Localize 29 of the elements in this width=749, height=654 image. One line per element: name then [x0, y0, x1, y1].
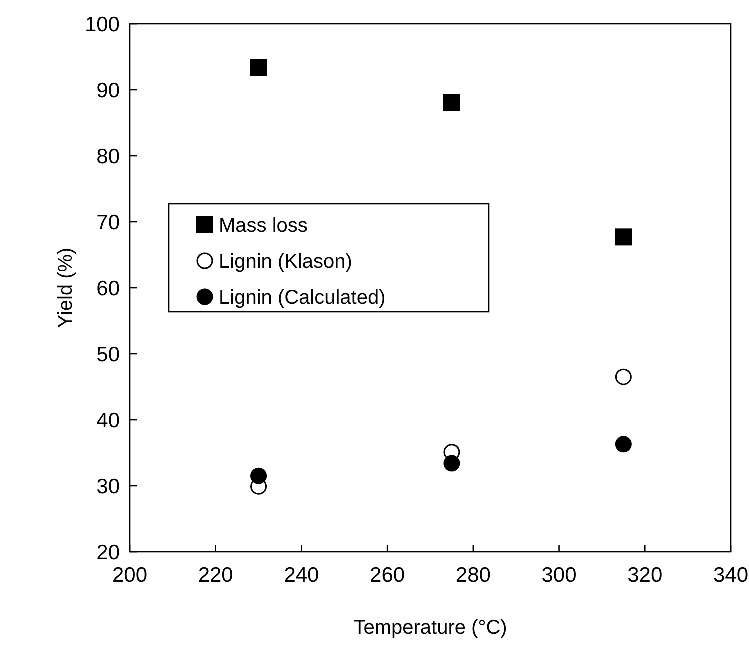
point [615, 436, 632, 453]
point [615, 368, 632, 386]
x-tick-label: 240 [284, 564, 320, 587]
x-tick-label: 340 [713, 564, 749, 587]
point [250, 468, 268, 484]
y-tick-label: 20 [96, 541, 120, 564]
legend-label: Lignin (Klason) [219, 251, 352, 273]
y-tick-label: 90 [96, 79, 120, 102]
point [250, 59, 268, 76]
point [443, 94, 460, 112]
point [615, 228, 632, 246]
y-tick-label: 40 [96, 409, 120, 432]
y-tick-label: 70 [96, 211, 120, 234]
x-tick-label: 280 [456, 564, 491, 587]
x-tick-label: 220 [198, 564, 234, 587]
x-tick-label: 260 [370, 564, 406, 587]
x-tick-label: 300 [542, 564, 577, 587]
x-tick-label: 320 [628, 564, 663, 587]
y-axis-title: Yield (%) [55, 248, 77, 328]
legend-label: Mass loss [219, 215, 308, 237]
x-axis-title: Temperature (°C) [354, 617, 508, 639]
y-tick-label: 100 [84, 13, 120, 36]
y-tick-label: 50 [96, 343, 120, 366]
y-tick-label: 80 [96, 145, 120, 168]
y-tick-label: 30 [96, 475, 120, 498]
y-tick-label: 60 [96, 277, 120, 300]
x-tick-label: 200 [112, 564, 148, 587]
legend-label: Lignin (Calculated) [219, 287, 386, 309]
point [444, 455, 460, 472]
